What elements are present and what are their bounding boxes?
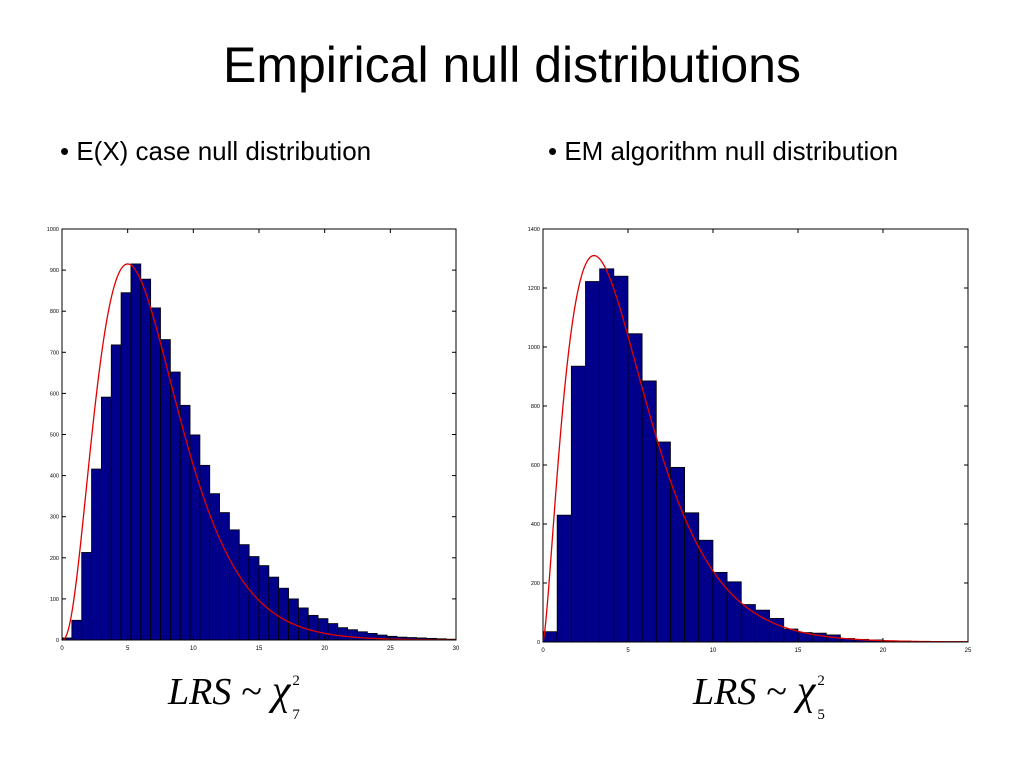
left-bar: [278, 587, 289, 641]
right-y-tick-label: 0: [537, 640, 540, 646]
left-bar: [130, 263, 142, 641]
right-bar: [740, 604, 756, 643]
bullet-left-label: • E(X) case null distribution: [60, 136, 372, 166]
left-y-tick-label: 900: [50, 268, 59, 274]
left-bar: [209, 493, 221, 641]
left-x-tick-label: 10: [190, 646, 197, 652]
right-x-tick-label: 20: [880, 648, 887, 654]
formula-right-sup: 2: [817, 673, 825, 689]
left-x-tick-label: 0: [60, 646, 64, 652]
bullet-right-label: • EM algorithm null distribution: [548, 136, 899, 166]
left-bar: [101, 396, 112, 641]
right-y-tick-label: 1000: [528, 345, 540, 351]
left-bar: [307, 614, 319, 641]
left-bar: [91, 468, 102, 641]
left-bar: [140, 278, 152, 641]
left-bar: [189, 434, 201, 641]
left-bar: [160, 339, 171, 641]
left-bar: [347, 629, 358, 641]
right-axes-box: [542, 228, 969, 643]
formula-right-lhs: LRS: [693, 671, 757, 713]
formula-left-op: ~: [241, 671, 262, 713]
left-y-tick-label: 300: [50, 515, 59, 521]
left-bar: [219, 512, 230, 641]
formula-right-op: ~: [766, 671, 787, 713]
right-y-tick-label: 200: [531, 581, 540, 587]
formula-left-sup: 2: [292, 673, 300, 689]
right-bar: [655, 441, 671, 643]
left-bar: [288, 598, 299, 641]
formula-left-sub: 7: [292, 707, 300, 723]
histogram-right: 0 5 10 15 20 25 0 200 400 600 800 1000 1200 1400: [528, 227, 972, 654]
formula-right-sub: 5: [817, 707, 825, 723]
left-x-tick-label: 15: [256, 646, 263, 652]
left-x-tick-label: 20: [321, 646, 328, 652]
left-y-tick-label: 800: [50, 309, 59, 315]
left-x-tick-label: 30: [453, 646, 460, 652]
formula-left-symbol: χ: [271, 668, 291, 714]
left-bar: [238, 544, 250, 641]
left-bar: [268, 576, 280, 641]
formula-right: LRS ~ χ 2 5: [693, 668, 829, 723]
right-y-tick-label: 800: [531, 404, 540, 410]
right-y-tick-label: 600: [531, 463, 540, 469]
left-bar: [71, 619, 83, 641]
right-bar: [556, 514, 572, 643]
histogram-left: 0 5 10 15 20 25 300100200300400500600700800900…: [47, 227, 460, 652]
left-y-tick-label: 700: [50, 350, 59, 356]
left-y-tick-label: 400: [50, 474, 59, 480]
left-x-tick-label: 25: [387, 646, 394, 652]
right-y-tick-label: 1400: [528, 227, 540, 233]
left-bar: [327, 623, 339, 641]
left-y-tick-label: 0: [56, 638, 59, 644]
right-bar: [712, 571, 728, 643]
left-y-tick-label: 600: [50, 391, 59, 397]
formula-left: LRS ~ χ 2 7: [168, 668, 304, 723]
right-x-tick-label: 10: [710, 648, 717, 654]
left-bar: [337, 627, 349, 641]
right-x-tick-label: 15: [795, 648, 802, 654]
right-x-tick-label: 0: [541, 648, 545, 654]
right-bar: [641, 380, 657, 643]
left-bar: [120, 292, 132, 641]
right-y-tick-label: 1200: [528, 286, 540, 292]
left-x-tick-label: 5: [126, 646, 130, 652]
right-bar: [613, 275, 629, 643]
left-bar: [179, 404, 191, 641]
formula-left-lhs: LRS: [168, 671, 232, 713]
right-x-tick-label: 25: [965, 648, 972, 654]
left-y-tick-label: 1000: [47, 227, 59, 233]
right-fit-curve: [542, 254, 968, 643]
left-y-tick-label: 500: [50, 433, 59, 439]
left-y-tick-label: 200: [50, 556, 59, 562]
left-bar: [229, 529, 240, 641]
slide-title: Empirical null distributions: [222, 37, 801, 93]
left-bar: [150, 307, 161, 641]
right-bar: [599, 268, 615, 643]
left-bar: [297, 607, 309, 641]
right-bar: [570, 365, 586, 643]
right-x-tick-label: 5: [626, 648, 630, 654]
right-bar: [670, 466, 686, 643]
left-bar: [317, 618, 329, 641]
right-bar: [585, 281, 601, 643]
right-bar: [698, 539, 714, 643]
left-bar: [81, 552, 92, 641]
formula-right-symbol: χ: [796, 668, 816, 714]
left-bar: [357, 631, 368, 641]
left-bar: [110, 344, 122, 641]
left-y-tick-label: 100: [50, 597, 59, 603]
right-y-tick-label: 400: [531, 522, 540, 528]
